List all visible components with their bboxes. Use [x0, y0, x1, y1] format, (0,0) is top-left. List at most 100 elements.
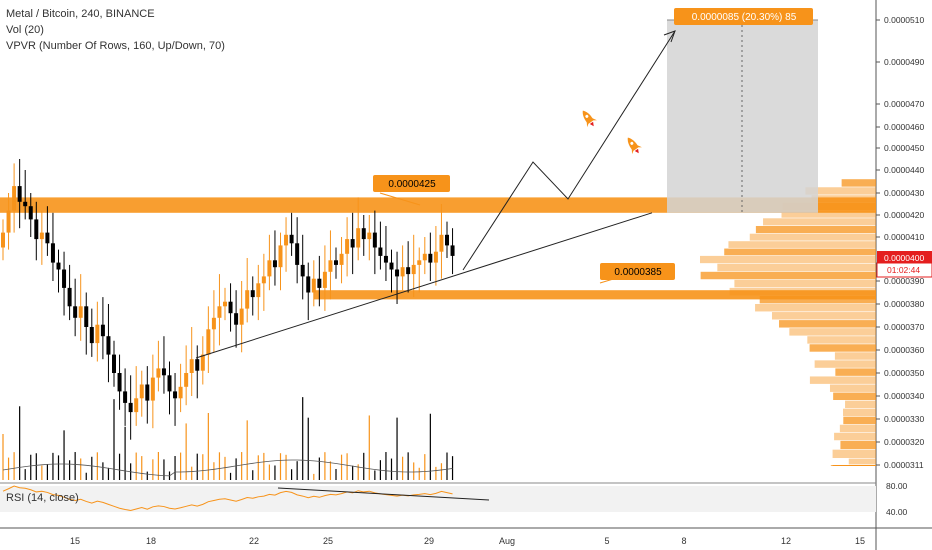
time-tick-label: 15	[70, 536, 80, 546]
time-tick-label: 12	[781, 536, 791, 546]
candle-body	[128, 402, 133, 413]
volume-ma-line	[2, 459, 453, 477]
candle-body	[173, 391, 178, 399]
candle-body	[206, 329, 211, 355]
countdown-label: 01:02:44	[887, 265, 920, 275]
candle-body	[450, 245, 455, 256]
candle-body	[250, 290, 255, 298]
time-tick-label: Aug	[499, 536, 515, 546]
current-price-label: 0.0000400	[884, 253, 924, 263]
volume-profile-bar	[728, 241, 876, 248]
candle-body	[1, 232, 5, 248]
support-label: 0.0000385	[614, 267, 662, 278]
resistance-zone[interactable]	[0, 197, 876, 213]
candle-body	[356, 228, 361, 248]
candle-body	[261, 276, 266, 284]
candle-body	[161, 368, 166, 376]
price-tick-label: 0.0000450	[884, 143, 924, 153]
volume-profile-bar	[700, 271, 876, 280]
candle-body	[417, 260, 422, 265]
volume-profile-bar	[759, 295, 876, 304]
volume-profile-bar	[779, 320, 876, 328]
volume-profile-bar	[755, 304, 876, 312]
candle-body	[350, 239, 355, 248]
volume-profile-bar	[848, 458, 876, 465]
candle-body	[411, 264, 416, 275]
rsi-tick-label: 80.00	[886, 481, 908, 491]
price-tick-label: 0.0000490	[884, 57, 924, 67]
volume-indicator-label[interactable]: Vol (20)	[6, 24, 44, 36]
support-label-box[interactable]	[600, 263, 675, 280]
candle-body	[245, 290, 250, 309]
volume-profile-bar	[843, 416, 876, 425]
price-tick-label: 0.0000470	[884, 99, 924, 109]
volume-profile-bar	[851, 465, 876, 466]
volume-profile-bar	[807, 336, 876, 344]
candle-body	[334, 260, 338, 265]
price-tick-label: 0.0000410	[884, 232, 924, 242]
candle-body	[422, 253, 427, 261]
volume-profile-bar	[809, 344, 876, 352]
resistance-label: 0.0000425	[388, 179, 436, 190]
volume-profile-bar	[843, 408, 876, 417]
candle-body	[195, 359, 200, 371]
candle-body	[406, 267, 411, 275]
candle-body	[106, 336, 111, 355]
candle-body	[223, 301, 227, 307]
candle-body	[67, 287, 72, 307]
candle-body	[184, 373, 189, 387]
target-label-box[interactable]	[674, 8, 813, 25]
vpvr-indicator-label[interactable]: VPVR (Number Of Rows, 160, Up/Down, 70)	[6, 40, 225, 52]
rsi-indicator-label[interactable]: RSI (14, close)	[6, 492, 79, 504]
volume-profile-bar	[841, 179, 876, 187]
rsi-band	[0, 486, 876, 512]
candle-body	[361, 228, 366, 240]
candle-body	[89, 327, 94, 344]
candle-body	[300, 264, 305, 277]
time-tick-label: 5	[604, 536, 609, 546]
rocket-icon	[582, 110, 597, 128]
candle-body	[345, 239, 350, 254]
rsi-divergence-line[interactable]	[277, 487, 490, 501]
candle-body	[239, 308, 244, 325]
price-tick-label: 0.0000510	[884, 15, 924, 25]
volume-profile-bar	[840, 440, 876, 450]
candle-body	[284, 234, 289, 246]
price-tick-label: 0.0000390	[884, 276, 924, 286]
candle-body	[317, 278, 322, 288]
volume-profile-bar	[834, 352, 876, 360]
candle-body	[256, 283, 261, 298]
candle-body	[139, 384, 144, 399]
candle-body	[45, 232, 50, 244]
candle-body	[50, 243, 55, 263]
candle-body	[23, 201, 28, 207]
symbol-title[interactable]: Metal / Bitcoin, 240, BINANCE	[6, 8, 155, 20]
candle-body	[123, 391, 128, 403]
volume-profile-bar	[834, 432, 876, 441]
volume-profile-bar	[840, 465, 876, 466]
countdown-tag	[876, 262, 932, 278]
candle-body	[145, 384, 150, 401]
ascending-trendline[interactable]	[195, 212, 653, 359]
projected-path[interactable]	[462, 30, 676, 271]
volume-profile-bar	[700, 255, 876, 264]
projection-arrowhead	[663, 30, 676, 43]
candle-body	[234, 313, 239, 325]
candle-body	[445, 234, 449, 246]
price-tick-label: 0.0000430	[884, 188, 924, 198]
candle-body	[433, 251, 438, 263]
candle-body	[95, 324, 100, 344]
price-tick-label: 0.0000370	[884, 322, 924, 332]
volume-profile-bar	[717, 263, 876, 272]
candle-body	[100, 324, 105, 337]
volume-profile-bar	[833, 392, 876, 400]
time-tick-label: 15	[855, 536, 865, 546]
support-zone[interactable]	[314, 290, 876, 300]
candle-body	[389, 262, 394, 270]
candle-body	[78, 306, 83, 318]
resistance-label-box[interactable]	[373, 175, 450, 192]
current-price-tag[interactable]	[877, 251, 932, 265]
price-tick-label: 0.0000460	[884, 122, 924, 132]
time-tick-label: 18	[146, 536, 156, 546]
